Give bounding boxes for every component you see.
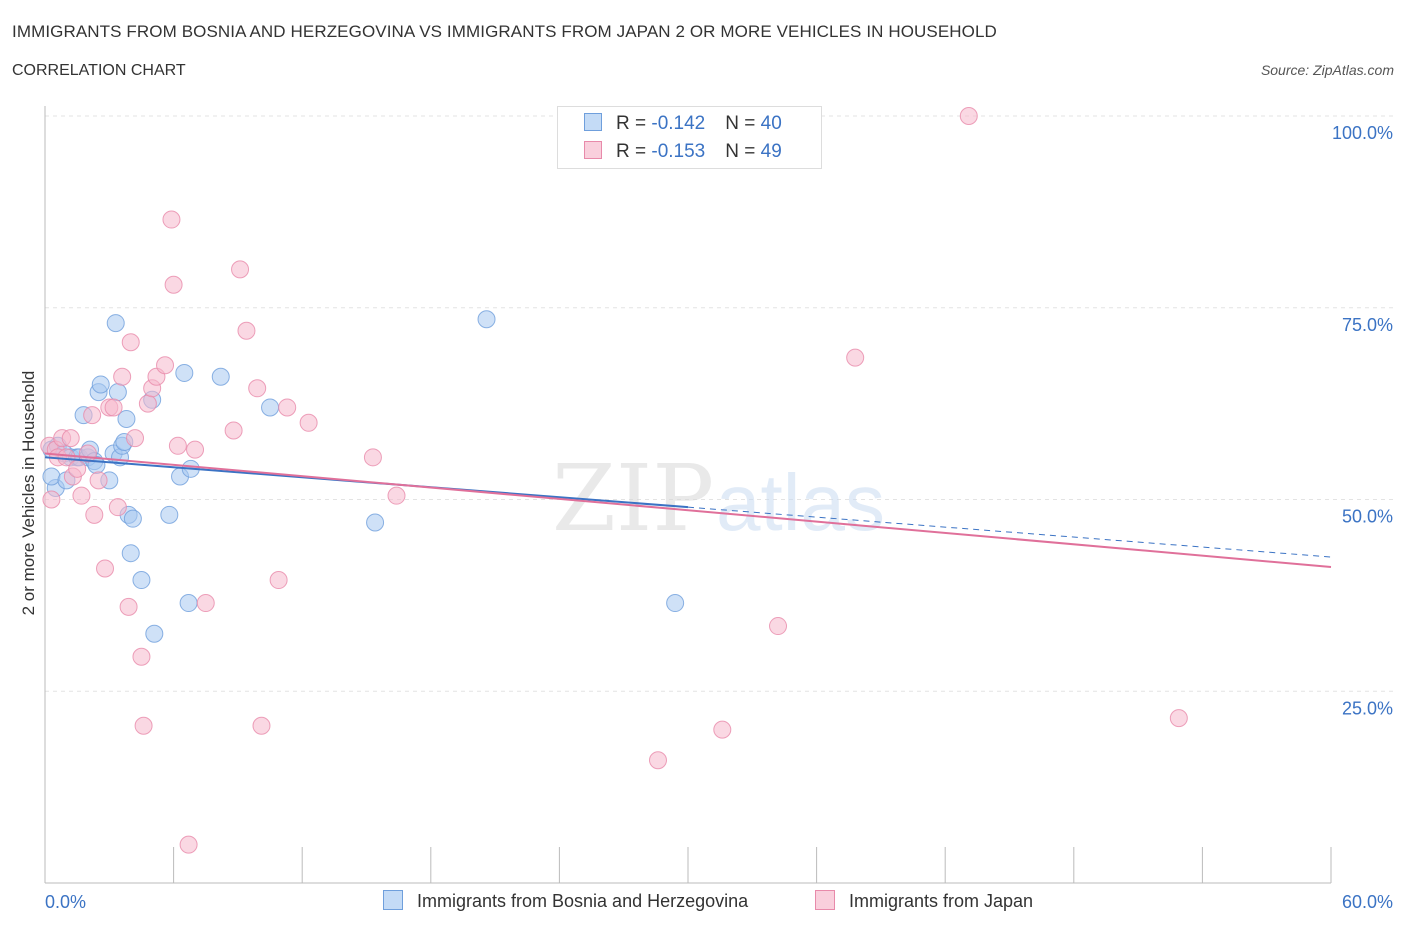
point-japan	[72, 486, 91, 505]
legend-r-label: R =	[616, 113, 652, 134]
legend-n-value: 49	[760, 141, 782, 162]
point-bosnia	[106, 314, 125, 333]
bottom-legend-japan: Immigrants from Japan	[815, 890, 1033, 912]
point-japan	[113, 367, 132, 386]
bottom-legend-swatch-japan	[815, 890, 835, 910]
point-japan	[231, 260, 250, 279]
point-japan	[237, 321, 256, 340]
point-japan	[96, 559, 115, 578]
y-tick-label: 25.0%	[1342, 698, 1393, 718]
tick-labels: 25.0% 50.0% 75.0% 100.0% 0.0% 60.0%	[45, 123, 1393, 912]
point-bosnia	[666, 594, 685, 613]
point-japan	[132, 647, 151, 666]
point-japan	[162, 210, 181, 229]
point-japan	[252, 716, 271, 735]
point-japan	[846, 348, 865, 367]
y-tick-label: 75.0%	[1342, 315, 1393, 335]
legend-r-value: -0.142	[651, 113, 706, 134]
point-bosnia	[123, 509, 142, 528]
point-japan	[121, 333, 140, 352]
chart-subtitle: CORRELATION CHART	[12, 62, 186, 79]
point-japan	[387, 486, 406, 505]
point-bosnia	[108, 383, 127, 402]
point-japan	[269, 571, 288, 590]
legend-r-label: R =	[616, 141, 652, 162]
point-bosnia	[121, 544, 140, 563]
grid-lines	[45, 115, 1393, 692]
point-bosnia	[175, 363, 194, 382]
point-japan	[138, 394, 157, 413]
bottom-legend-label-japan: Immigrants from Japan	[849, 891, 1034, 911]
y-axis-label: 2 or more Vehicles in Household	[19, 371, 38, 616]
legend-swatch-bosnia	[584, 113, 602, 131]
point-japan	[168, 436, 187, 455]
point-japan	[156, 356, 175, 375]
point-japan	[164, 275, 183, 294]
legend-n-label: N =	[725, 141, 761, 162]
bottom-legend-swatch-bosnia	[383, 890, 403, 910]
legend-swatch-japan	[584, 141, 602, 159]
legend-r-value: -0.153	[651, 141, 706, 162]
x-tick-label-min: 0.0%	[45, 892, 86, 912]
point-japan	[179, 835, 198, 854]
point-japan	[119, 597, 138, 616]
point-japan	[68, 459, 87, 478]
watermark-atlas: atlas	[716, 458, 885, 547]
trend-lines	[44, 452, 1332, 568]
point-japan	[186, 440, 205, 459]
bottom-legend-label-bosnia: Immigrants from Bosnia and Herzegovina	[417, 891, 749, 911]
legend-n-value: 40	[760, 113, 782, 134]
trend-line-japan	[44, 452, 1332, 568]
y-tick-label: 50.0%	[1342, 507, 1393, 527]
point-bosnia	[261, 398, 280, 417]
point-japan	[363, 448, 382, 467]
point-japan	[248, 379, 267, 398]
point-japan	[42, 490, 61, 509]
point-japan	[89, 471, 108, 490]
point-bosnia	[160, 505, 179, 524]
point-bosnia	[366, 513, 385, 532]
legend-box: R = -0.142 N = 40 R = -0.153 N = 49	[557, 106, 822, 169]
point-japan	[134, 716, 153, 735]
point-bosnia	[477, 310, 496, 329]
point-japan	[713, 720, 732, 739]
chart-title: IMMIGRANTS FROM BOSNIA AND HERZEGOVINA V…	[12, 22, 997, 41]
point-bosnia	[132, 571, 151, 590]
point-japan	[648, 751, 667, 770]
legend-n-label: N =	[725, 113, 761, 134]
point-japan	[299, 413, 318, 432]
point-japan	[769, 617, 788, 636]
x-tick-label-max: 60.0%	[1342, 892, 1393, 912]
legend-row-japan: R = -0.153 N = 49	[584, 141, 782, 163]
point-japan	[196, 594, 215, 613]
point-japan	[108, 498, 127, 517]
point-japan	[83, 406, 102, 425]
point-bosnia	[91, 375, 110, 394]
point-bosnia	[42, 467, 61, 486]
point-japan	[278, 398, 297, 417]
point-bosnia	[117, 409, 136, 428]
trend-line-bosnia-dashed	[687, 506, 1332, 558]
legend-row-bosnia: R = -0.142 N = 40	[584, 113, 782, 135]
point-bosnia	[145, 624, 164, 643]
y-tick-label: 100.0%	[1332, 123, 1393, 143]
point-japan	[1169, 709, 1188, 728]
point-bosnia	[179, 594, 198, 613]
point-japan	[61, 429, 80, 448]
point-bosnia	[211, 367, 230, 386]
point-japan	[104, 398, 123, 417]
point-japan	[959, 107, 978, 125]
point-japan	[85, 505, 104, 524]
point-japan	[126, 429, 145, 448]
bottom-legend-bosnia: Immigrants from Bosnia and Herzegovina	[383, 890, 748, 912]
data-points	[40, 107, 1188, 854]
point-japan	[224, 421, 243, 440]
source-label: Source: ZipAtlas.com	[1260, 62, 1394, 78]
